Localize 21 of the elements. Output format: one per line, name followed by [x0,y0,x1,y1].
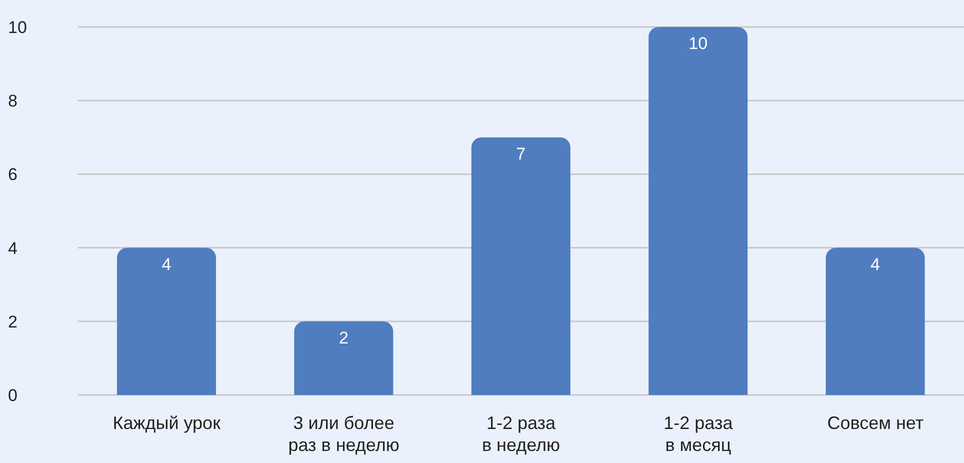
data-label: 2 [338,328,348,348]
bar [116,248,216,395]
bar [826,248,925,395]
x-tick-label: 1-2 раза в неделю [482,413,560,455]
y-tick-label: 6 [8,165,18,184]
y-tick-label: 2 [8,312,18,332]
bar [471,137,570,395]
y-tick-label: 8 [8,92,18,111]
x-tick-label: Каждый урок [112,413,221,433]
x-tick-label: 3 или более раз в неделю [288,413,400,455]
data-label: 10 [688,34,708,54]
data-label: 7 [516,144,526,164]
x-tick-label: 1-2 раза в месяц [664,413,734,455]
data-label: 4 [162,254,172,274]
y-tick-label: 4 [8,238,18,258]
x-tick-label: Совсем нет [827,413,924,433]
data-label: 4 [870,254,880,274]
y-tick-label: 0 [8,386,18,406]
bar [294,321,394,395]
y-tick-label: 10 [8,18,27,38]
bar [648,27,748,395]
